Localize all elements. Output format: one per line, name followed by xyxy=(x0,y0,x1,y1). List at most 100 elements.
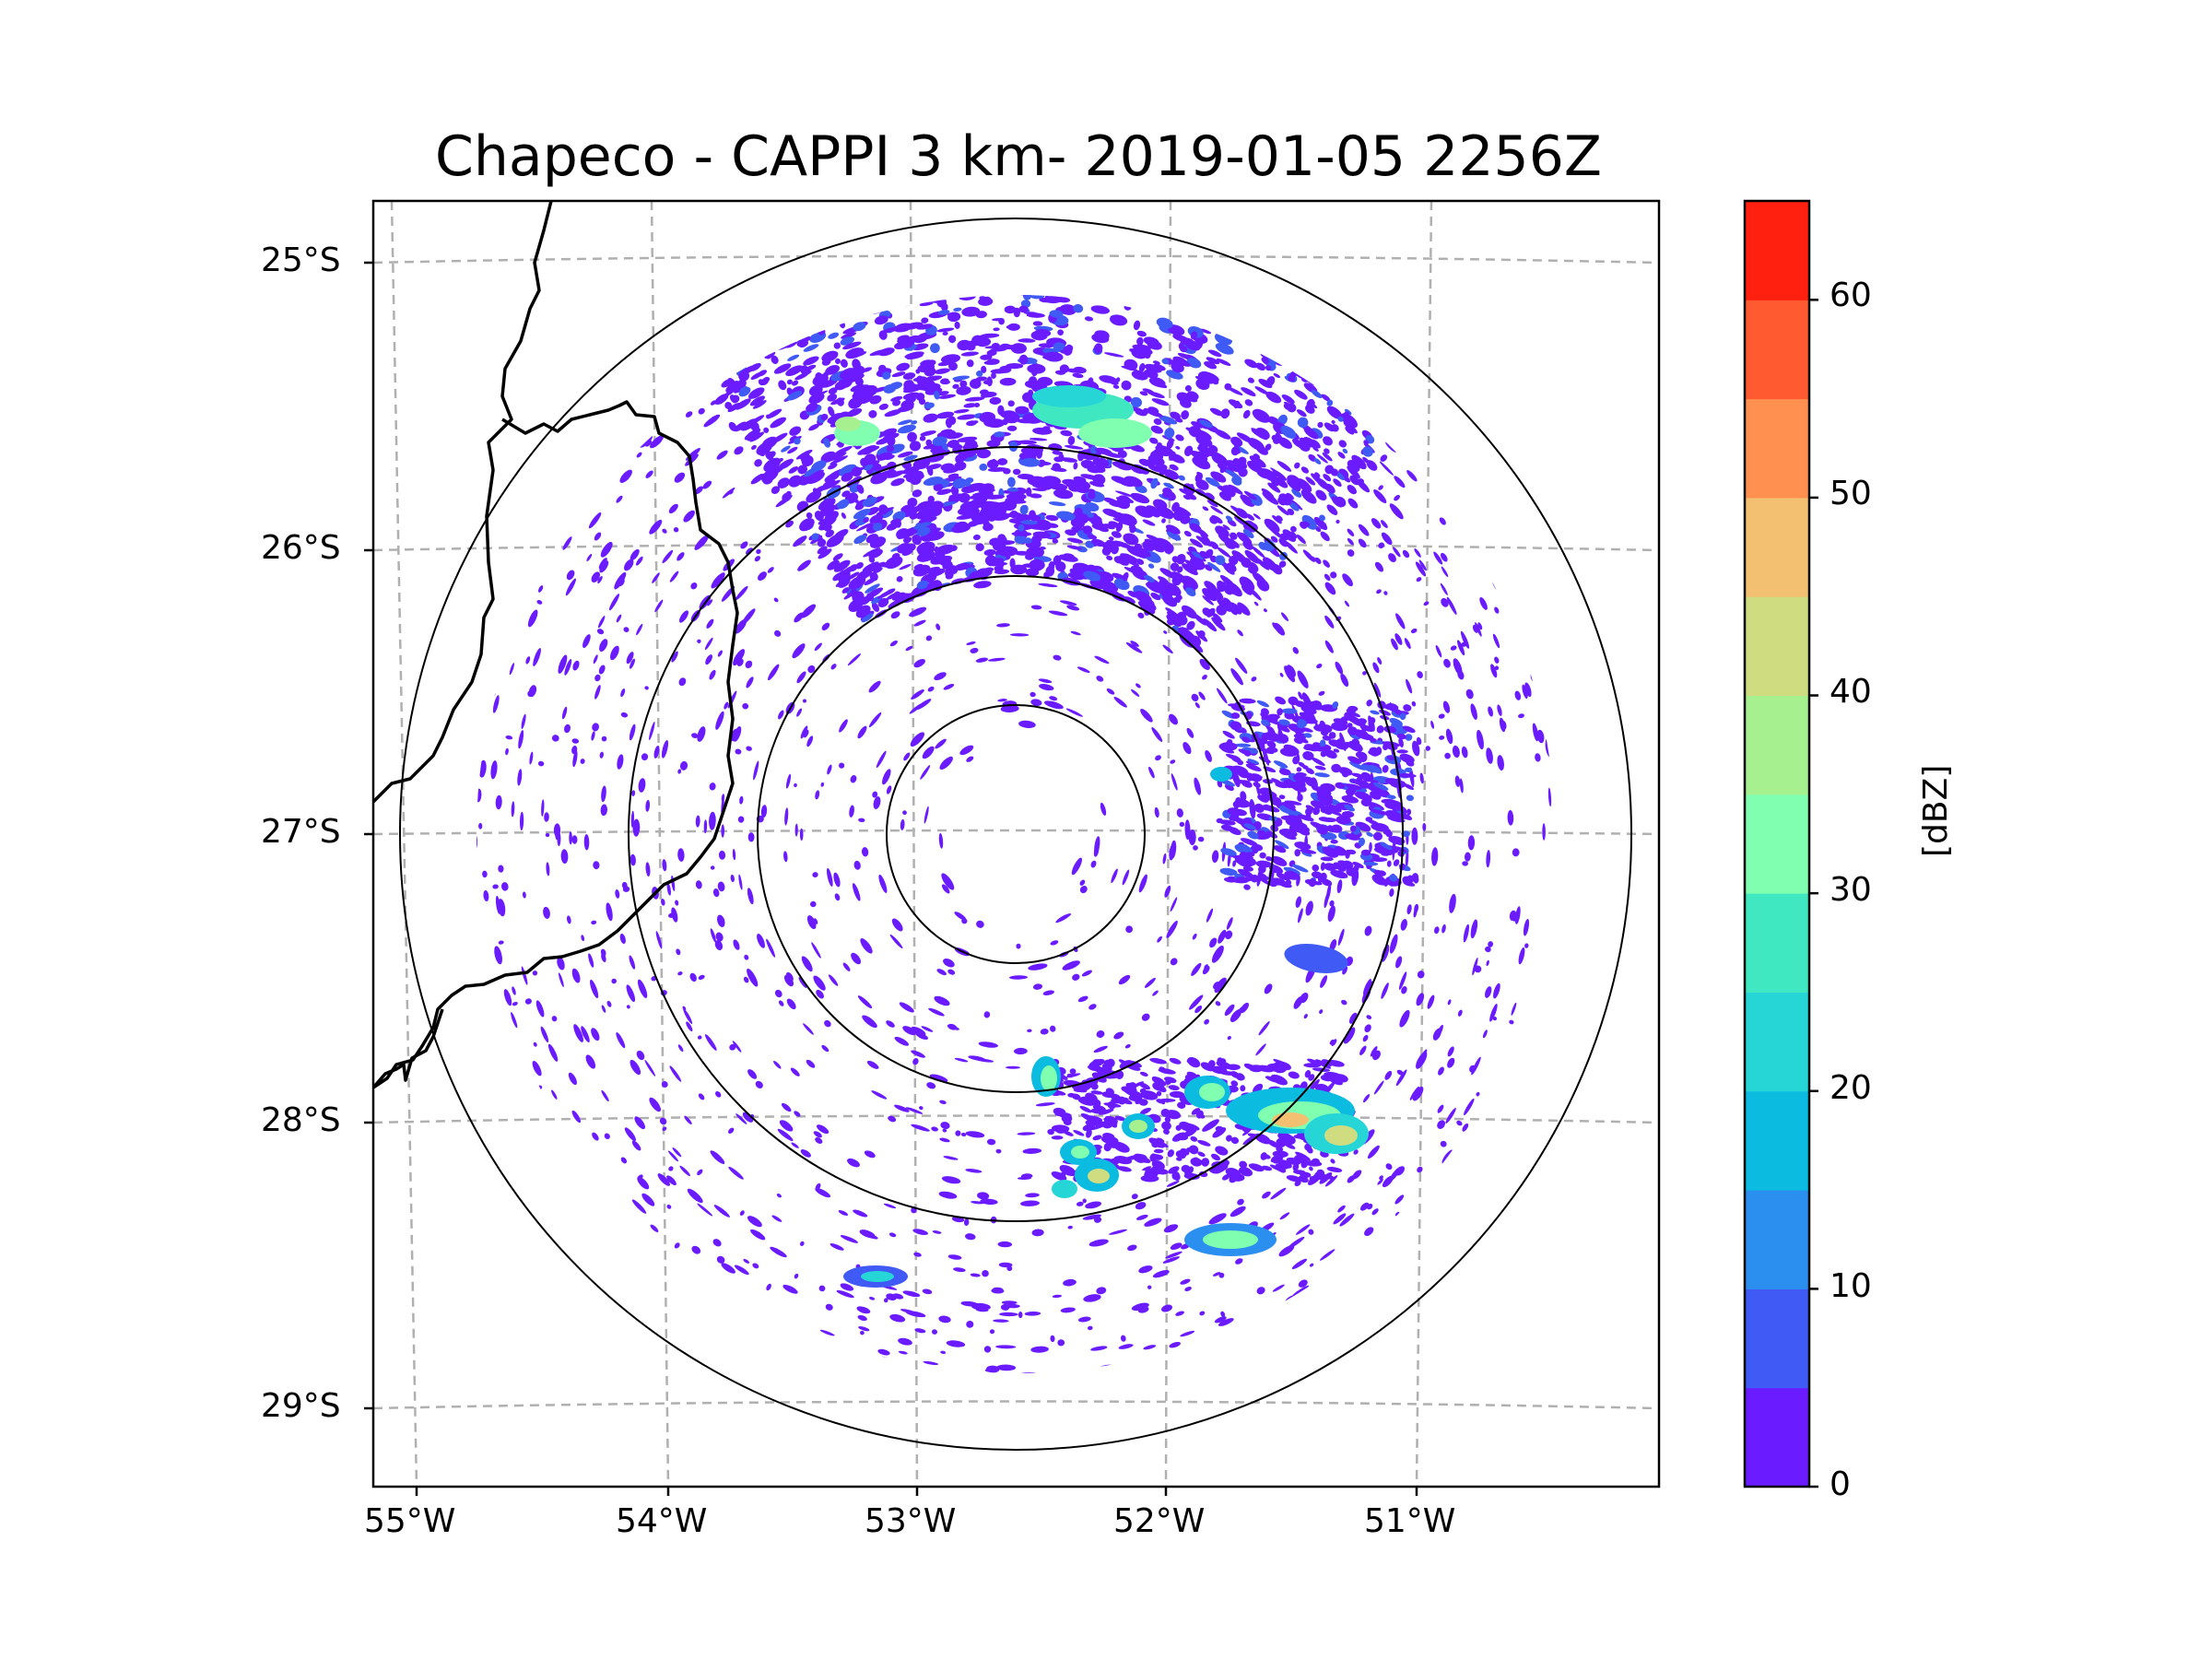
echo-speckle xyxy=(1374,561,1384,572)
echo-speckle xyxy=(1331,1039,1337,1046)
echo-speckle xyxy=(849,564,858,572)
echo-speckle xyxy=(794,1273,799,1279)
echo-speckle xyxy=(1154,806,1159,818)
echo-speckle xyxy=(1094,836,1100,856)
echo-cell-strong xyxy=(1032,385,1106,407)
echo-speckle xyxy=(1168,713,1179,725)
echo-speckle xyxy=(715,1090,722,1098)
echo-cell xyxy=(1294,462,1300,469)
echo-speckle xyxy=(898,1350,908,1355)
echo-speckle xyxy=(1050,1335,1055,1343)
echo-speckle xyxy=(601,1005,606,1013)
echo-speckle xyxy=(1212,1272,1221,1277)
echo-speckle xyxy=(889,934,903,949)
echo-speckle xyxy=(747,968,759,987)
echo-speckle xyxy=(490,760,498,780)
echo-speckle xyxy=(636,452,642,458)
echo-speckle xyxy=(547,1043,559,1062)
echo-speckle xyxy=(824,1019,831,1028)
echo-cell-strong xyxy=(1041,1065,1057,1091)
echo-speckle xyxy=(704,637,713,651)
echo-speckle xyxy=(1482,1030,1488,1039)
echo-speckle xyxy=(649,1097,662,1112)
echo-speckle xyxy=(1226,917,1233,930)
echo-speckle xyxy=(873,796,881,809)
echo-cell-strong xyxy=(835,417,861,431)
echo-speckle xyxy=(1125,641,1143,653)
echo-speckle xyxy=(1348,1012,1358,1024)
echo-speckle xyxy=(841,332,857,339)
echo-cell-strong xyxy=(1052,1180,1077,1198)
echo-speckle xyxy=(1030,1346,1049,1353)
echo-speckle xyxy=(966,1320,974,1328)
echo-speckle xyxy=(1393,547,1401,558)
echo-speckle xyxy=(1524,682,1532,698)
echo-speckle xyxy=(1085,1201,1102,1209)
echo-speckle xyxy=(483,889,489,902)
echo-cell xyxy=(884,409,902,418)
echo-speckle xyxy=(519,811,524,831)
echo-speckle xyxy=(975,1058,994,1063)
echo-speckle xyxy=(1279,1212,1290,1220)
echo-speckle xyxy=(710,928,716,943)
echo-speckle xyxy=(702,480,712,489)
echo-cell xyxy=(989,396,1002,406)
echo-speckle xyxy=(1414,547,1421,558)
echo-cell-strong xyxy=(1129,1120,1147,1133)
echo-speckle xyxy=(960,1300,979,1307)
echo-speckle xyxy=(734,1265,749,1276)
echo-cell xyxy=(1048,443,1063,452)
echo-cell xyxy=(1084,316,1094,322)
echo-speckle xyxy=(732,849,736,861)
echo-speckle xyxy=(1125,925,1134,934)
colorbar-segment xyxy=(1745,497,1809,597)
echo-speckle xyxy=(1470,919,1478,939)
echo-speckle xyxy=(799,1241,805,1247)
echo-speckle xyxy=(1207,349,1222,358)
echo-speckle xyxy=(988,657,1006,662)
colorbar-segment xyxy=(1745,1288,1809,1389)
echo-speckle xyxy=(815,1137,823,1144)
echo-speckle xyxy=(666,882,671,896)
echo-speckle xyxy=(1401,985,1407,994)
echo-speckle xyxy=(698,1093,705,1100)
echo-speckle xyxy=(1416,993,1425,1006)
echo-speckle xyxy=(1489,1004,1498,1022)
echo-speckle xyxy=(590,979,599,999)
echo-speckle xyxy=(1188,830,1196,846)
echo-speckle xyxy=(739,795,744,805)
echo-speckle xyxy=(899,1002,914,1013)
echo-speckle xyxy=(689,972,697,982)
echo-speckle xyxy=(1230,1009,1242,1022)
echo-speckle xyxy=(1327,905,1335,923)
echo-speckle xyxy=(738,874,743,890)
echo-speckle xyxy=(1438,1066,1444,1076)
lon-label: 51°W xyxy=(1364,1502,1456,1540)
echo-speckle xyxy=(1312,446,1319,452)
echo-speckle xyxy=(921,1026,934,1032)
echo-speckle xyxy=(783,851,788,863)
echo-speckle xyxy=(975,657,988,663)
echo-speckle xyxy=(977,1192,990,1200)
echo-speckle xyxy=(626,984,636,1003)
echo-speckle xyxy=(1170,759,1176,764)
meridian-52w xyxy=(1164,201,1172,1487)
echo-speckle xyxy=(716,450,728,460)
echo-speckle xyxy=(532,1060,542,1077)
echo-speckle xyxy=(995,1148,1002,1154)
echo-speckle xyxy=(851,952,862,965)
echo-speckle xyxy=(1193,845,1198,851)
echo-speckle xyxy=(1138,874,1147,893)
echo-speckle xyxy=(1465,688,1474,700)
map-frame xyxy=(371,199,1661,1488)
echo-speckle xyxy=(498,865,504,873)
echo-speckle xyxy=(1016,943,1021,949)
echo-speckle xyxy=(598,616,606,629)
echo-speckle xyxy=(1462,1123,1469,1132)
echo-speckle xyxy=(533,648,541,666)
echo-speckle xyxy=(877,1356,891,1361)
echo-speckle xyxy=(1175,1311,1184,1316)
echo-speckle xyxy=(740,541,748,549)
echo-speckle xyxy=(890,611,900,619)
echo-speckle xyxy=(752,1263,759,1269)
